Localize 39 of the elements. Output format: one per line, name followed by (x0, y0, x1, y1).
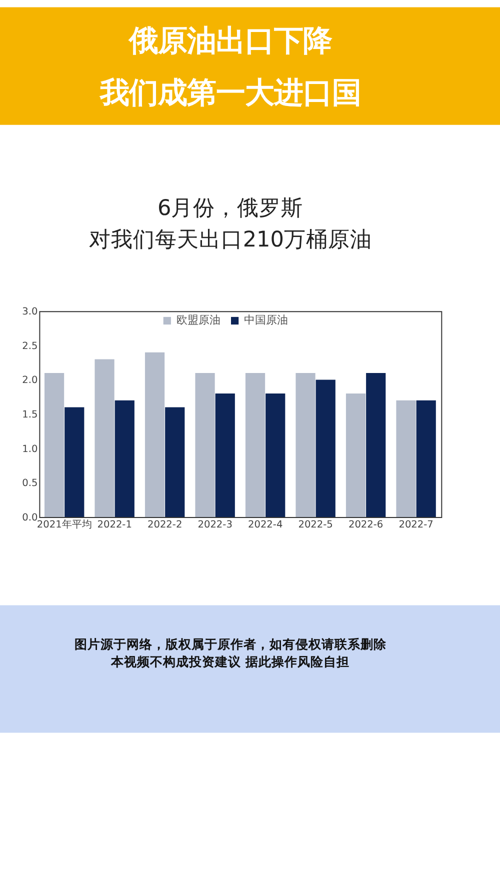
legend-label: 欧盟原油 (176, 314, 220, 327)
y-tick-label: 1.0 (22, 444, 38, 455)
bar (64, 407, 84, 518)
text: 本视频不构成投资建议 据此操作风险自担 (110, 654, 350, 670)
chart-title: 俄原油出口下降 (128, 23, 332, 58)
y-tick-label: 3.0 (22, 306, 38, 318)
text: 图片源于网络，版权属于原作者，如有侵权请联系删除 (74, 636, 388, 652)
bar (416, 400, 436, 518)
bar (266, 394, 286, 518)
text: 对我们每天出口210万桶原油 (88, 227, 372, 252)
text: 6月份，俄罗斯 (158, 196, 304, 222)
bar (366, 372, 386, 518)
x-tick-label: 2022-3 (198, 519, 232, 530)
bar (195, 372, 215, 518)
bar (346, 394, 366, 518)
legend-label: 中国原油 (244, 314, 288, 327)
x-tick-label: 2022-2 (147, 519, 182, 530)
x-tick-label: 2022-1 (97, 519, 132, 530)
y-tick-label: 1.5 (22, 410, 38, 421)
y-tick-label: 2.5 (22, 340, 38, 352)
bar (114, 400, 134, 518)
bar (44, 372, 64, 518)
bar (316, 380, 336, 518)
y-tick-label: 0.0 (22, 512, 38, 524)
x-tick-label: 2022-6 (348, 519, 384, 530)
bar (215, 394, 235, 518)
x-tick-label: 2022-7 (398, 519, 434, 530)
bar (296, 372, 316, 518)
bar (165, 407, 185, 518)
chart-subtitle: 我们成第一大进口国 (98, 75, 361, 110)
x-tick-label: 2022-4 (248, 519, 283, 530)
bar (245, 372, 266, 518)
x-tick-label: 2022-5 (298, 519, 333, 530)
bar (144, 352, 165, 518)
x-tick-label: 2021年平均 (36, 518, 92, 530)
y-tick-label: 2.0 (22, 375, 38, 386)
bar (94, 359, 114, 518)
bar (396, 400, 416, 518)
y-tick-label: 0.5 (22, 478, 38, 490)
